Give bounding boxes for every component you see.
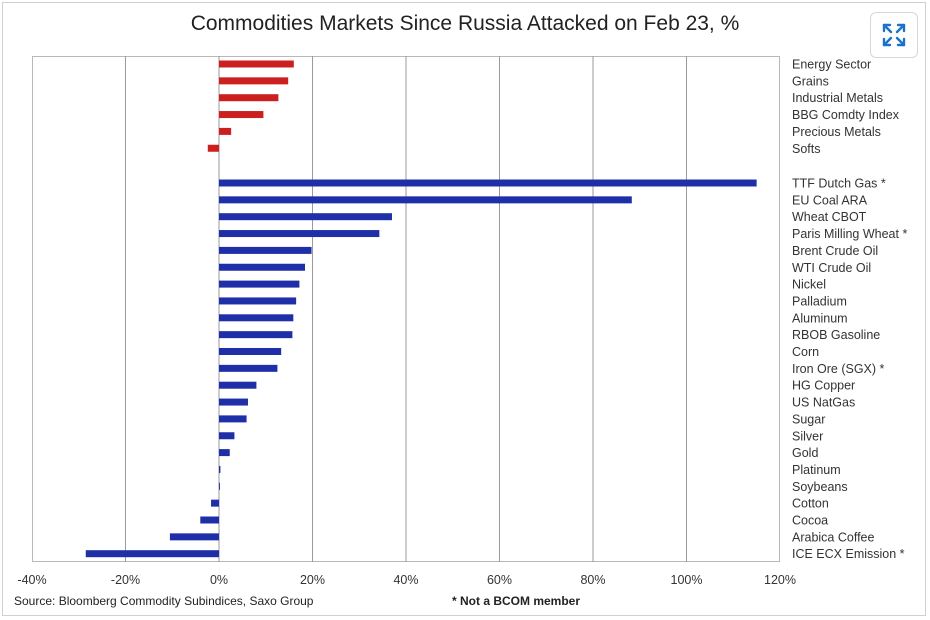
category-label: BBG Comdty Index — [792, 108, 900, 122]
bar — [219, 314, 294, 322]
category-label: RBOB Gasoline — [792, 328, 880, 342]
bar — [219, 280, 300, 288]
bar — [219, 415, 247, 423]
category-label: TTF Dutch Gas * — [792, 177, 886, 191]
bar — [219, 196, 632, 204]
category-label: Cotton — [792, 497, 829, 511]
x-tick-label: -40% — [17, 573, 46, 587]
category-label: Gold — [792, 446, 818, 460]
bar — [219, 482, 220, 490]
category-label: WTI Crude Oil — [792, 261, 871, 275]
bar — [169, 533, 219, 541]
bar — [219, 364, 278, 372]
bar — [219, 230, 380, 238]
bar — [219, 213, 392, 221]
bar — [219, 77, 289, 85]
category-label: Aluminum — [792, 311, 848, 325]
category-label: Grains — [792, 74, 829, 88]
x-tick-label: 100% — [671, 573, 703, 587]
bar — [200, 516, 219, 524]
bar — [219, 348, 282, 355]
bar — [219, 381, 257, 389]
category-label: Brent Crude Oil — [792, 244, 878, 258]
category-label: US NatGas — [792, 396, 855, 410]
category-label: HG Copper — [792, 379, 855, 393]
bar — [219, 331, 293, 339]
bar — [219, 127, 232, 135]
bar — [219, 246, 312, 254]
bar — [219, 94, 279, 102]
x-tick-label: -20% — [111, 573, 140, 587]
category-label: Precious Metals — [792, 125, 881, 139]
bar — [219, 111, 264, 119]
category-label: Nickel — [792, 278, 826, 292]
category-label: Corn — [792, 345, 819, 359]
category-label: Cocoa — [792, 514, 828, 528]
category-label: Wheat CBOT — [792, 210, 867, 224]
bar — [219, 465, 221, 473]
category-label: Iron Ore (SGX) * — [792, 362, 885, 376]
category-label: Energy Sector — [792, 58, 871, 72]
x-tick-label: 0% — [210, 573, 228, 587]
category-label: Sugar — [792, 412, 825, 426]
membership-note: * Not a BCOM member — [452, 594, 581, 608]
category-label: Paris Milling Wheat * — [792, 227, 907, 241]
bar — [219, 60, 294, 68]
expand-button[interactable] — [870, 12, 918, 58]
bar — [219, 297, 297, 305]
bar — [219, 432, 235, 440]
category-label: EU Coal ARA — [792, 193, 868, 207]
expand-icon — [882, 23, 906, 47]
source-note: Source: Bloomberg Commodity Subindices, … — [14, 594, 314, 608]
bar — [85, 550, 219, 558]
bar — [219, 398, 248, 406]
x-tick-label: 20% — [300, 573, 325, 587]
x-tick-label: 80% — [580, 573, 605, 587]
category-label: Platinum — [792, 463, 841, 477]
category-label: Palladium — [792, 294, 847, 308]
category-label: Silver — [792, 429, 823, 443]
x-tick-label: 60% — [487, 573, 512, 587]
category-label: Industrial Metals — [792, 91, 883, 105]
x-tick-label: 120% — [764, 573, 796, 587]
bar — [219, 449, 230, 457]
bar — [219, 179, 757, 187]
bar — [219, 263, 306, 271]
category-label: Arabica Coffee — [792, 530, 875, 544]
category-label: Softs — [792, 142, 821, 156]
x-tick-label: 40% — [393, 573, 418, 587]
bar — [207, 144, 219, 152]
category-label: ICE ECX Emission * — [792, 547, 905, 561]
bar — [211, 499, 219, 507]
chart-title: Commodities Markets Since Russia Attacke… — [190, 12, 740, 35]
category-label: Soybeans — [792, 480, 848, 494]
